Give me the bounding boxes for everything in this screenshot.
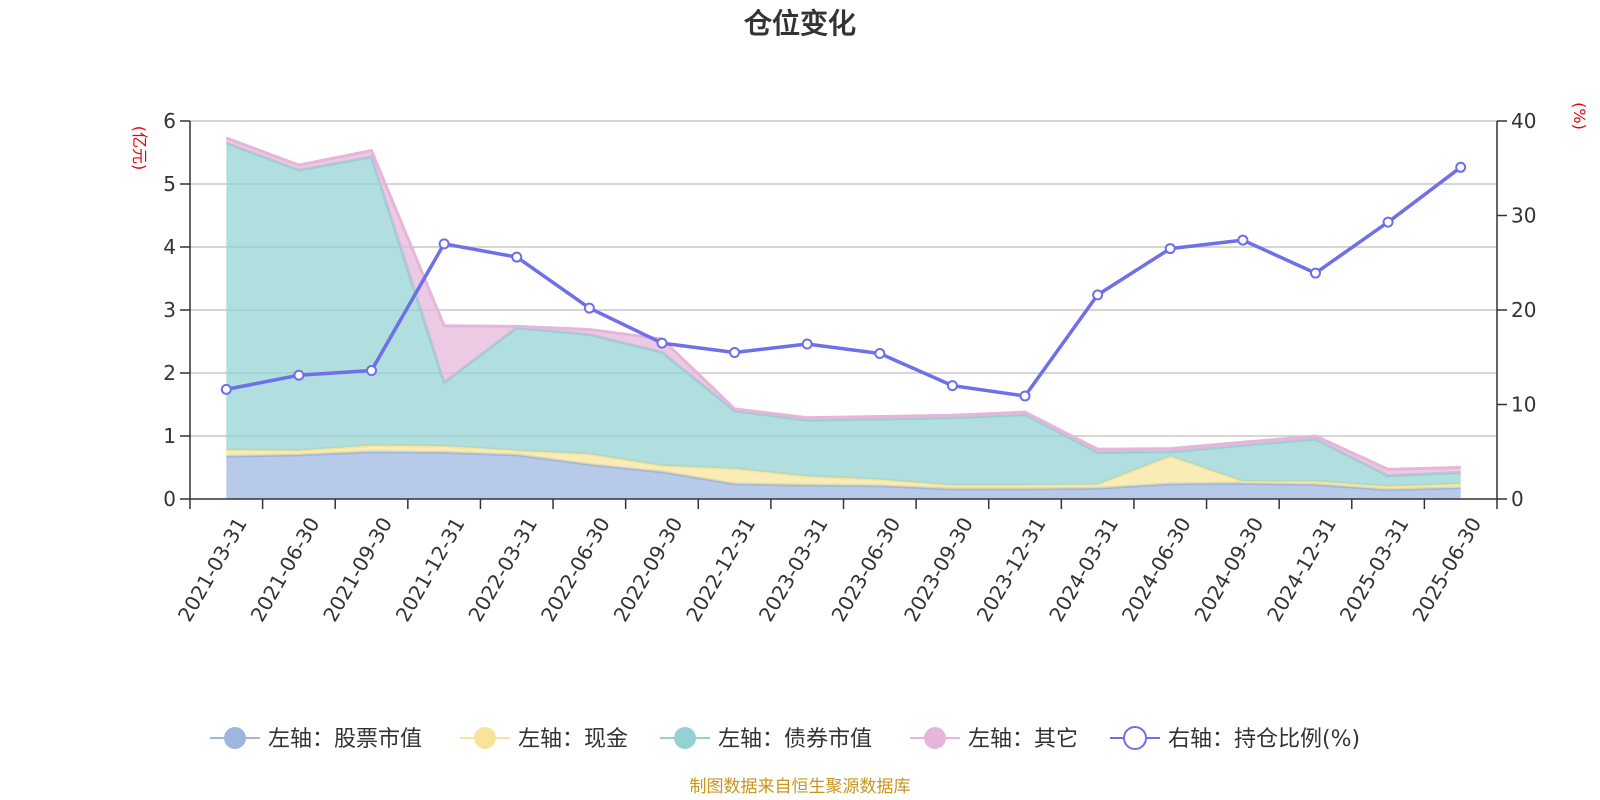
ratio-point — [1455, 161, 1467, 173]
ratio-point — [1237, 234, 1249, 246]
x-tick-label: 2022-03-31 — [463, 513, 542, 626]
area-series-0 — [226, 451, 1461, 499]
legend-item-0[interactable]: 左轴：股票市值 — [210, 727, 422, 752]
right-axis-unit: (%) — [1570, 102, 1589, 130]
x-tick-label: 2021-06-30 — [246, 513, 325, 626]
ratio-point — [438, 238, 450, 250]
left-axis-unit: (亿元) — [130, 126, 149, 171]
ratio-point — [1164, 243, 1176, 255]
stacked-areas — [225, 136, 1461, 499]
legend-label: 左轴：股票市值 — [268, 727, 422, 752]
legend-marker — [924, 727, 946, 749]
ratio-point — [874, 347, 886, 359]
right-tick-label: 10 — [1511, 393, 1536, 417]
right-tick-label: 20 — [1511, 298, 1536, 322]
x-tick-label: 2024-03-31 — [1044, 513, 1123, 626]
legend-marker — [1123, 726, 1147, 750]
legend-label: 右轴：持仓比例(%) — [1168, 727, 1360, 752]
x-tick-label: 2023-12-31 — [972, 513, 1051, 626]
ratio-point — [946, 380, 958, 392]
left-tick-label: 3 — [163, 298, 176, 322]
ratio-point — [220, 383, 232, 395]
x-tick-label: 2023-06-30 — [826, 513, 905, 626]
right-tick-label: 0 — [1511, 487, 1524, 511]
legend-label: 左轴：债券市值 — [718, 727, 872, 752]
ratio-point — [801, 338, 813, 350]
left-tick-label: 4 — [163, 235, 176, 259]
x-tick-label: 2023-03-31 — [754, 513, 833, 626]
area-series-1 — [226, 445, 1461, 490]
ratio-point — [583, 302, 595, 314]
legend-label: 左轴：现金 — [518, 727, 628, 752]
left-tick-label: 0 — [163, 487, 176, 511]
left-tick-label: 1 — [163, 424, 176, 448]
ratio-point — [729, 347, 741, 359]
x-tick-label: 2022-12-31 — [681, 513, 760, 626]
legend-label: 左轴：其它 — [968, 727, 1078, 752]
area-series-edge-3 — [225, 136, 1461, 471]
x-tick-label: 2023-09-30 — [899, 513, 978, 626]
ratio-point — [293, 369, 305, 381]
legend-marker — [674, 727, 696, 749]
x-tick-label: 2022-06-30 — [536, 513, 615, 626]
x-tick-label: 2021-03-31 — [173, 513, 252, 626]
left-tick-label: 5 — [163, 172, 176, 196]
ratio-point — [366, 364, 378, 376]
left-tick-label: 2 — [163, 361, 176, 385]
ratio-point — [511, 251, 523, 263]
ratio-point — [1019, 390, 1031, 402]
x-tick-label: 2024-12-31 — [1262, 513, 1341, 626]
ratio-line-path — [225, 165, 1462, 398]
x-tick-label: 2022-09-30 — [609, 513, 688, 626]
right-tick-label: 30 — [1511, 204, 1536, 228]
ratio-point — [1092, 289, 1104, 301]
x-tick-label: 2024-06-30 — [1117, 513, 1196, 626]
right-tick-label: 40 — [1511, 109, 1536, 133]
ratio-point — [1309, 267, 1321, 279]
legend-item-1[interactable]: 左轴：现金 — [460, 727, 628, 752]
source-note: 制图数据来自恒生聚源数据库 — [690, 777, 911, 797]
area-series-2 — [226, 143, 1461, 487]
x-tick-label: 2024-09-30 — [1189, 513, 1268, 626]
x-tick-label: 2025-03-31 — [1335, 513, 1414, 626]
legend-marker — [474, 727, 496, 749]
x-tick-label: 2021-09-30 — [318, 513, 397, 626]
ratio-point — [1382, 216, 1394, 228]
chart-title: 仓位变化 — [744, 7, 856, 40]
x-tick-label: 2025-06-30 — [1407, 513, 1486, 626]
left-tick-label: 6 — [163, 109, 176, 133]
ratio-line — [220, 161, 1467, 402]
legend-item-4[interactable]: 右轴：持仓比例(%) — [1110, 726, 1360, 752]
legend-item-3[interactable]: 左轴：其它 — [910, 727, 1078, 752]
legend-item-2[interactable]: 左轴：债券市值 — [660, 727, 872, 752]
x-tick-label: 2021-12-31 — [391, 513, 470, 626]
legend-marker — [224, 727, 246, 749]
legend: 左轴：股票市值 左轴：现金 左轴：债券市值 左轴：其它 右轴：持仓比例(%) — [210, 726, 1360, 752]
ratio-point — [656, 337, 668, 349]
